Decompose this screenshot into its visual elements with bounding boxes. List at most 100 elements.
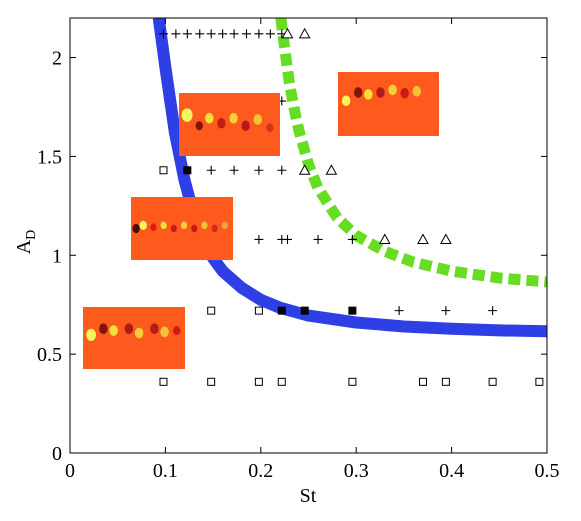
open-square-marker (254, 306, 263, 315)
svg-text:AD: AD (13, 230, 39, 255)
y-axis-label: AD (13, 230, 39, 255)
vortex-spot (217, 117, 226, 129)
vortex-spot (160, 326, 169, 338)
plus-marker (158, 29, 168, 39)
vortex-spot (195, 121, 203, 131)
vortex-spot (211, 224, 218, 233)
data-markers (158, 27, 544, 386)
vortex-spot (150, 223, 157, 232)
inset-background (179, 93, 280, 156)
inset-top-right (338, 72, 439, 136)
axis-ticks: 0 0.1 0.2 0.3 0.4 0.5 0 0.5 1 1.5 2 (37, 18, 560, 482)
inset-background (338, 72, 439, 136)
open-square-marker (441, 377, 450, 386)
open-square-marker (159, 166, 168, 175)
vortex-spot (160, 221, 167, 230)
plus-marker (229, 165, 239, 175)
open-square-marker (277, 377, 286, 386)
open-triangle-marker (281, 27, 294, 39)
vortex-spot (86, 328, 97, 342)
vortex-spot (139, 220, 147, 230)
vortex-spot (353, 87, 363, 98)
plus-marker (347, 234, 357, 244)
open-square-marker (254, 377, 263, 386)
inset-background (83, 307, 185, 369)
x-tick-label: 0.5 (535, 460, 560, 482)
plus-marker (394, 306, 404, 316)
inset-middle (131, 197, 233, 260)
plus-marker (254, 234, 264, 244)
vortex-spot (241, 120, 250, 132)
y-tick-label: 1.5 (37, 146, 62, 168)
green-dotted-curve (275, 18, 547, 288)
open-triangle-marker (298, 164, 311, 175)
open-triangle-marker (440, 233, 452, 244)
open-square-marker (159, 377, 168, 386)
filled-square-marker (300, 306, 309, 315)
y-tick-label: 2 (52, 48, 62, 70)
y-axis-label-main: A (13, 239, 35, 254)
open-square-marker (535, 377, 544, 386)
vortex-spot (253, 114, 263, 125)
blue-fit-curve (152, 18, 547, 338)
plus-marker (265, 29, 275, 39)
y-tick-label: 1 (52, 245, 62, 267)
vortex-spot (229, 112, 238, 124)
plus-marker (313, 234, 323, 244)
open-square-marker (348, 377, 357, 386)
vortex-spot (150, 323, 159, 335)
vortex-spot (99, 323, 108, 335)
plus-marker (182, 29, 192, 39)
vortex-spot (221, 221, 228, 230)
plus-marker (488, 306, 498, 316)
vortex-spot (191, 224, 198, 233)
plus-marker (171, 29, 181, 39)
open-triangle-marker (378, 233, 391, 244)
fit-curves (152, 18, 547, 338)
x-axis-label: St (300, 485, 317, 507)
plus-marker (441, 306, 451, 316)
y-axis-label-subscript: D (24, 230, 39, 240)
x-tick-label: 0 (65, 460, 75, 482)
plus-marker (241, 29, 251, 39)
vortex-spot (412, 85, 422, 97)
filled-square-marker (277, 306, 286, 315)
vortex-spot (124, 323, 134, 335)
inset-top-left (179, 93, 280, 156)
vortex-spot (173, 325, 181, 336)
open-triangle-marker (325, 164, 338, 175)
x-tick-label: 0.4 (439, 460, 464, 482)
vortex-spot (341, 95, 351, 107)
vortex-spot (376, 87, 385, 98)
vortex-spot (400, 87, 409, 99)
y-tick-label: 0.5 (37, 344, 62, 366)
plus-marker (283, 234, 293, 244)
plus-marker (218, 29, 228, 39)
open-square-marker (207, 306, 216, 315)
open-triangle-marker (298, 27, 311, 39)
vortex-spot (170, 224, 177, 233)
plus-marker (254, 29, 264, 39)
open-square-marker (207, 377, 216, 386)
y-tick-label: 0 (52, 443, 62, 465)
vortex-spot (388, 84, 397, 96)
open-triangle-marker (417, 233, 429, 244)
vortex-spot (181, 108, 193, 122)
flow-visualization-insets (83, 72, 439, 369)
vortex-spot (201, 221, 208, 230)
x-tick-label: 0.2 (248, 460, 273, 482)
plus-marker (206, 165, 216, 175)
plus-marker (229, 29, 239, 39)
x-tick-label: 0.3 (344, 460, 369, 482)
vortex-spot (180, 221, 188, 230)
vortex-spot (132, 223, 140, 234)
plus-marker (277, 165, 287, 175)
vortex-spot (134, 327, 144, 339)
filled-square-marker (348, 306, 357, 315)
filled-square-marker (183, 166, 192, 175)
vortex-spot (205, 112, 214, 124)
plus-marker (195, 29, 205, 39)
vortex-spot (364, 89, 373, 100)
vortex-spot (109, 325, 118, 336)
